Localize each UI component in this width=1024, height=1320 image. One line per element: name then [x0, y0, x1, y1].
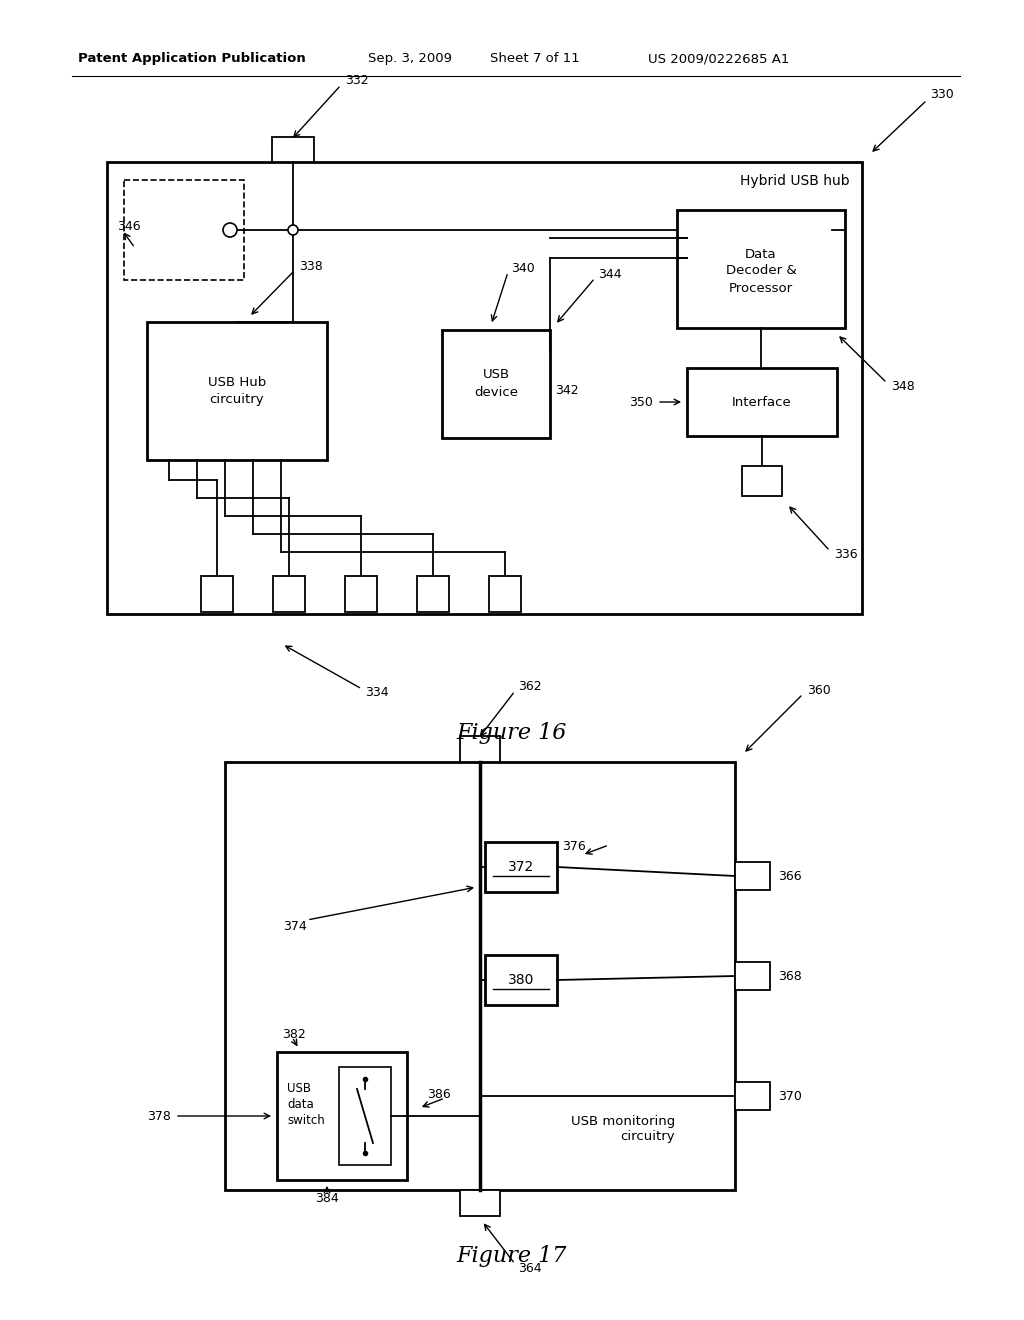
Text: 340: 340: [511, 261, 535, 275]
Text: Processor: Processor: [729, 281, 793, 294]
Text: 364: 364: [518, 1262, 542, 1275]
Text: 378: 378: [147, 1110, 171, 1122]
Text: 330: 330: [930, 87, 953, 100]
Text: Hybrid USB hub: Hybrid USB hub: [740, 174, 850, 187]
Text: 382: 382: [282, 1027, 306, 1040]
Text: Figure 17: Figure 17: [457, 1245, 567, 1267]
Text: 346: 346: [117, 219, 140, 232]
Bar: [278, 1052, 407, 1180]
Text: device: device: [474, 387, 518, 400]
Text: 362: 362: [518, 680, 542, 693]
Text: 370: 370: [778, 1089, 802, 1102]
Text: 338: 338: [299, 260, 323, 272]
Text: 344: 344: [598, 268, 622, 281]
Text: Decoder &: Decoder &: [726, 264, 797, 277]
Bar: [417, 576, 449, 612]
Text: US 2009/0222685 A1: US 2009/0222685 A1: [648, 51, 790, 65]
Bar: [273, 576, 305, 612]
Text: 368: 368: [778, 969, 802, 982]
Text: Sep. 3, 2009: Sep. 3, 2009: [368, 51, 452, 65]
Text: 332: 332: [345, 74, 369, 87]
Circle shape: [288, 224, 298, 235]
Text: 336: 336: [834, 548, 858, 561]
Bar: [735, 1082, 770, 1110]
Text: data: data: [287, 1098, 313, 1111]
Text: 386: 386: [427, 1088, 451, 1101]
Text: 360: 360: [807, 684, 830, 697]
Text: 350: 350: [629, 396, 653, 408]
Bar: [201, 576, 233, 612]
Bar: [460, 1191, 500, 1216]
Bar: [485, 954, 557, 1005]
Bar: [687, 368, 837, 436]
Text: 384: 384: [315, 1192, 339, 1204]
Text: USB: USB: [482, 368, 510, 381]
Bar: [489, 576, 521, 612]
Text: 376: 376: [562, 841, 586, 854]
Text: 380: 380: [508, 973, 535, 987]
Text: 348: 348: [891, 380, 914, 392]
Text: Patent Application Publication: Patent Application Publication: [78, 51, 306, 65]
Bar: [147, 322, 327, 459]
Bar: [735, 962, 770, 990]
Bar: [225, 762, 735, 1191]
Bar: [124, 180, 244, 280]
Bar: [677, 210, 845, 327]
Text: 366: 366: [778, 870, 802, 883]
Bar: [485, 842, 557, 892]
Bar: [272, 137, 314, 162]
Bar: [345, 576, 377, 612]
Text: Figure 16: Figure 16: [457, 722, 567, 744]
Text: 374: 374: [283, 920, 307, 933]
Text: 334: 334: [365, 685, 389, 698]
Text: USB: USB: [287, 1082, 311, 1096]
Text: circuitry: circuitry: [210, 393, 264, 407]
Bar: [106, 162, 862, 614]
Bar: [460, 737, 500, 762]
Text: 372: 372: [508, 861, 535, 874]
Text: USB Hub: USB Hub: [208, 375, 266, 388]
Text: Data: Data: [745, 248, 777, 260]
Text: switch: switch: [287, 1114, 325, 1127]
Bar: [339, 1067, 391, 1166]
Text: 342: 342: [555, 384, 579, 396]
Circle shape: [223, 223, 237, 238]
Text: Interface: Interface: [732, 396, 792, 408]
Bar: [442, 330, 550, 438]
Text: USB monitoring
circuitry: USB monitoring circuitry: [570, 1115, 675, 1143]
Bar: [742, 466, 782, 496]
Bar: [735, 862, 770, 890]
Text: Sheet 7 of 11: Sheet 7 of 11: [490, 51, 580, 65]
